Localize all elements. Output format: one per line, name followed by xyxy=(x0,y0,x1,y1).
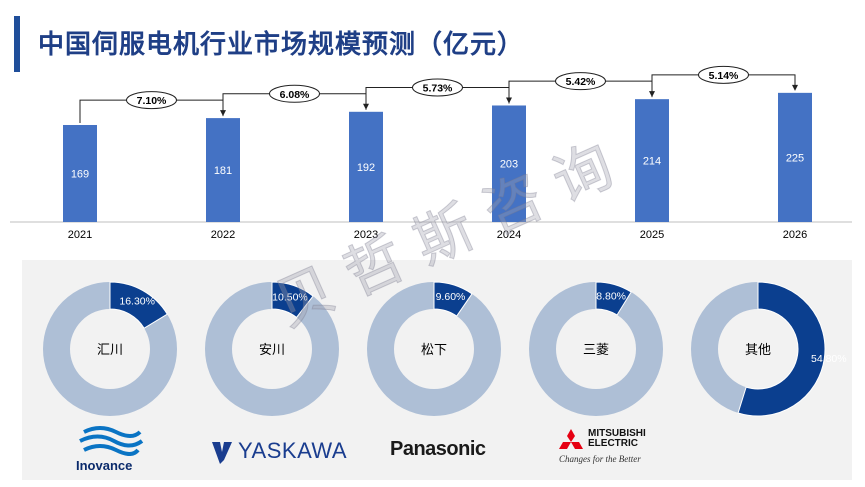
donut-center-label: 汇川 xyxy=(97,343,123,358)
x-tick-label: 2023 xyxy=(354,229,378,241)
growth-rate-label: 5.73% xyxy=(423,82,453,94)
donut-2: 9.60% 松下 xyxy=(367,281,501,416)
donut-share-slice xyxy=(595,281,632,316)
inovance-logo: Inovance xyxy=(70,422,150,473)
x-tick-label: 2025 xyxy=(640,229,664,241)
donut-4: 54.80% 其他 xyxy=(691,281,847,417)
mitsubishi-tagline: Changes for the Better xyxy=(559,454,641,464)
donut-center-label: 松下 xyxy=(421,343,447,358)
bar-value-label: 225 xyxy=(786,152,804,164)
mitsubishi-logo: MITSUBISHI ELECTRIC Changes for the Bett… xyxy=(556,426,656,470)
market-share-donuts: 16.30% 汇川 10.50% 安川 9.60% 松下 8.80% 三菱 54.80% 其他 xyxy=(43,281,847,417)
market-size-bar-chart: 169 2021 181 2022 192 2023 203 2024 214 2025 225 20… xyxy=(10,65,852,241)
page-title: 中国伺服电机行业市场规模预测（亿元） xyxy=(38,30,525,60)
donut-share-slice xyxy=(737,281,826,417)
donut-share-label: 8.80% xyxy=(596,291,626,303)
bar-2023 xyxy=(349,111,383,222)
x-tick-label: 2021 xyxy=(68,229,92,241)
bar-2026 xyxy=(778,92,812,222)
yaskawa-logo: YASKAWA xyxy=(210,436,350,468)
x-tick-label: 2026 xyxy=(783,229,807,241)
donut-3: 8.80% 三菱 xyxy=(529,281,663,416)
growth-bubble xyxy=(555,72,606,91)
donut-share-label: 54.80% xyxy=(811,353,847,365)
growth-bubble xyxy=(126,91,177,110)
growth-arrowhead xyxy=(792,84,798,91)
donut-center-label: 安川 xyxy=(259,343,285,358)
yaskawa-y-icon xyxy=(212,442,232,464)
donut-share-slice xyxy=(109,281,168,329)
growth-bubble xyxy=(269,84,320,103)
bar-value-label: 203 xyxy=(500,159,518,171)
bar-value-label: 181 xyxy=(214,165,232,177)
growth-rate-label: 5.14% xyxy=(709,70,739,82)
growth-rate-label: 5.42% xyxy=(566,76,596,88)
donut-share-slice xyxy=(433,281,473,317)
bar-value-label: 192 xyxy=(357,162,375,174)
bar-2022 xyxy=(206,118,240,222)
growth-rate-label: 6.08% xyxy=(280,89,310,101)
bar-2021 xyxy=(63,124,97,222)
bar-value-label: 169 xyxy=(71,168,89,180)
donut-share-label: 16.30% xyxy=(119,296,155,308)
mitsubishi-diamonds-icon xyxy=(559,429,583,449)
x-tick-label: 2024 xyxy=(497,229,521,241)
donut-1: 10.50% 安川 xyxy=(205,281,339,416)
inovance-wordmark: Inovance xyxy=(76,458,133,473)
yaskawa-wordmark: YASKAWA xyxy=(238,438,348,463)
panasonic-logo: Panasonic xyxy=(390,438,486,460)
donut-share-slice xyxy=(271,281,314,319)
mitsubishi-wordmark-line1: MITSUBISHI xyxy=(588,428,646,439)
donut-center-label: 其他 xyxy=(745,343,771,358)
mitsubishi-wordmark-line2: ELECTRIC xyxy=(588,438,638,449)
inovance-wave-icon xyxy=(79,426,144,456)
bar-2024 xyxy=(492,105,526,222)
growth-bubble xyxy=(412,78,463,97)
donut-share-label: 9.60% xyxy=(436,291,466,303)
bar-value-label: 214 xyxy=(643,156,661,168)
x-tick-label: 2022 xyxy=(211,229,235,241)
market-share-panel: 16.30% 汇川 10.50% 安川 9.60% 松下 8.80% 三菱 54.80% 其他 I… xyxy=(22,260,852,480)
growth-bubble xyxy=(698,65,749,84)
donut-0: 16.30% 汇川 xyxy=(43,281,177,416)
donut-center-label: 三菱 xyxy=(583,343,609,358)
title-accent-bar xyxy=(14,16,20,72)
bar-2025 xyxy=(635,99,669,222)
growth-rate-label: 7.10% xyxy=(137,95,167,107)
donut-share-label: 10.50% xyxy=(272,291,308,303)
